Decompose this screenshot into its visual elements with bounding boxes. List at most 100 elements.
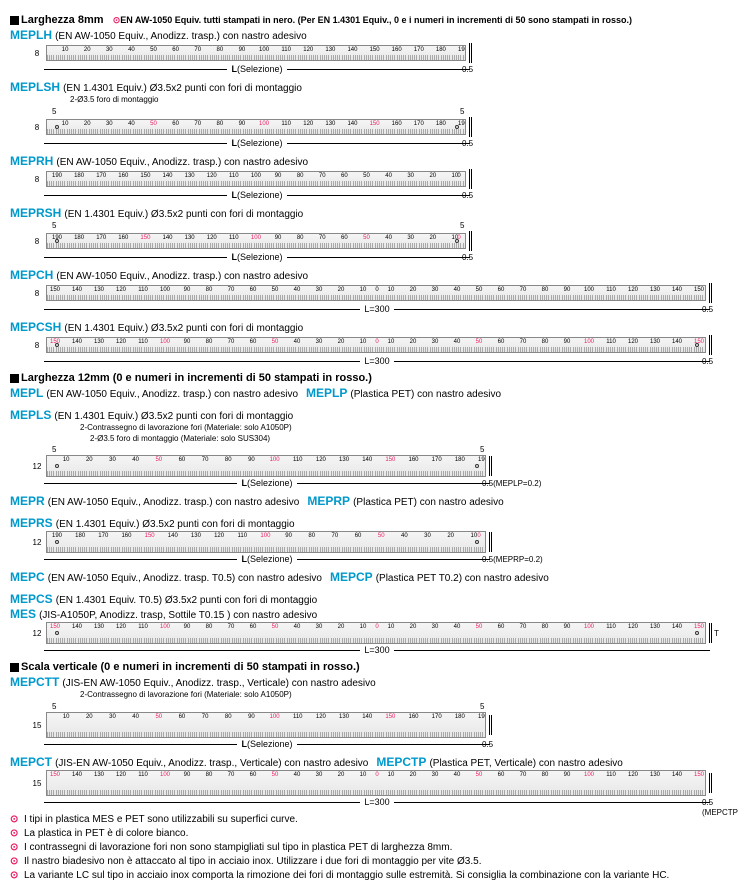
product-code: MEPLS bbox=[10, 408, 51, 422]
thickness-indicator bbox=[489, 532, 492, 552]
product-code: MEPRP bbox=[307, 494, 350, 508]
thickness-value: 0.5 bbox=[702, 357, 713, 366]
thickness-indicator bbox=[489, 456, 492, 476]
product-code: MEPCS bbox=[10, 592, 53, 606]
length-label: L=300 bbox=[360, 645, 393, 655]
product-desc: (Plastica PET, Verticale) con nastro ade… bbox=[429, 758, 622, 769]
length-label: L(Selezione) bbox=[227, 64, 286, 74]
callout-text: 2-Contrassegno di lavorazione fori (Mate… bbox=[80, 690, 292, 699]
product-desc: (Plastica PET T0.2) con nastro adesivo bbox=[376, 573, 549, 584]
thickness-value: 0.5(MEPRP=0.2) bbox=[482, 555, 543, 564]
height-dimension: 15 bbox=[30, 779, 44, 788]
product-code: MEPCP bbox=[330, 570, 373, 584]
mounting-hole bbox=[455, 125, 459, 129]
product-desc: (EN 1.4301 Equiv.) Ø3.5x2 punti con fori… bbox=[54, 411, 293, 422]
height-dimension: 12 bbox=[30, 538, 44, 547]
product-desc: (EN 1.4301 Equiv.) Ø3.5x2 punti con fori… bbox=[56, 519, 295, 530]
length-label: L(Selezione) bbox=[227, 252, 286, 262]
product-row: MEPL (EN AW-1050 Equiv., Anodizz. trasp.… bbox=[10, 386, 728, 488]
ruler-scale: 1020304050607080901001101201301401501601… bbox=[46, 712, 486, 738]
note-line: ⊙Il nastro biadesivo non è attaccato al … bbox=[10, 855, 728, 869]
product-desc: (Plastica PET) con nastro adesivo bbox=[353, 497, 504, 508]
notes-section: ⊙I tipi in plastica MES e PET sono utili… bbox=[10, 813, 728, 883]
product-code: MEPCH bbox=[10, 268, 53, 282]
product-desc: (EN 1.4301 Equiv.) Ø3.5x2 punti con fori… bbox=[64, 209, 303, 220]
product-desc: (EN AW-1050 Equiv., Anodizz. trasp.) con… bbox=[55, 31, 307, 42]
thickness-indicator bbox=[469, 117, 472, 137]
mounting-hole bbox=[695, 631, 699, 635]
thickness-value: 0.5 bbox=[462, 191, 473, 200]
product-desc: (JIS-EN AW-1050 Equiv., Anodizz. trasp.,… bbox=[62, 678, 375, 689]
height-dimension: 8 bbox=[30, 175, 44, 184]
dimension-5: 5 bbox=[460, 107, 464, 116]
product-code: MEPRH bbox=[10, 154, 53, 168]
callout-text: 2-Ø3.5 foro di montaggio (Materiale: sol… bbox=[90, 434, 270, 443]
length-label: L(Selezione) bbox=[227, 190, 286, 200]
product-desc: (EN AW-1050 Equiv., Anodizz. trasp. T0.5… bbox=[48, 573, 322, 584]
dimension-5: 5 bbox=[480, 702, 484, 711]
thickness-value: 0.5(MEPLP=0.2) bbox=[482, 479, 541, 488]
thickness-value: 0.5 bbox=[702, 798, 713, 807]
dimension-5: 5 bbox=[52, 221, 56, 230]
height-dimension: 8 bbox=[30, 341, 44, 350]
mounting-hole bbox=[55, 239, 59, 243]
length-label: L=300 bbox=[360, 356, 393, 366]
product-desc: (Plastica PET) con nastro adesivo bbox=[350, 389, 501, 400]
note-line: ⊙La variante LC sul tipo in acciaio inox… bbox=[10, 869, 728, 883]
note-line: ⊙La plastica in PET è di colore bianco. bbox=[10, 827, 728, 841]
length-label: L=300 bbox=[360, 304, 393, 314]
ruler-scale: 1501401301201101009080706050403020100102… bbox=[46, 285, 706, 301]
product-row: MEPCT (JIS-EN AW-1050 Equiv., Anodizz. t… bbox=[10, 755, 728, 807]
height-dimension: 15 bbox=[30, 721, 44, 730]
thickness-extra: (MEPCTP=0.2) bbox=[702, 808, 738, 817]
mounting-hole bbox=[55, 125, 59, 129]
product-row: MEPRH (EN AW-1050 Equiv., Anodizz. trasp… bbox=[10, 154, 728, 200]
thickness-indicator bbox=[489, 715, 492, 735]
ruler-scale: 1020304050607080901001101201301401501601… bbox=[46, 119, 466, 135]
product-code: MEPL bbox=[10, 386, 43, 400]
thickness-indicator bbox=[709, 283, 712, 303]
product-code: MEPCSH bbox=[10, 320, 61, 334]
product-row: MEPCTT (JIS-EN AW-1050 Equiv., Anodizz. … bbox=[10, 675, 728, 749]
product-row: MEPC (EN AW-1050 Equiv., Anodizz. trasp.… bbox=[10, 570, 728, 655]
mounting-hole bbox=[455, 239, 459, 243]
product-desc: (JIS-EN AW-1050 Equiv., Anodizz. trasp.,… bbox=[55, 758, 368, 769]
product-code: MES bbox=[10, 607, 36, 621]
length-label: L=300 bbox=[360, 797, 393, 807]
mounting-hole bbox=[55, 631, 59, 635]
ruler-scale: 1901801701601501401301201101009080706050… bbox=[46, 531, 486, 553]
section-header-8mm: Larghezza 8mm ⊙EN AW-1050 Equiv. tutti s… bbox=[10, 14, 728, 26]
mounting-hole bbox=[55, 343, 59, 347]
product-row: MEPLH (EN AW-1050 Equiv., Anodizz. trasp… bbox=[10, 28, 728, 74]
thickness-indicator bbox=[469, 231, 472, 251]
product-desc: (EN AW-1050 Equiv., Anodizz. trasp.) con… bbox=[56, 157, 308, 168]
thickness-indicator bbox=[709, 773, 712, 793]
length-label: L(Selezione) bbox=[227, 138, 286, 148]
product-code: MEPC bbox=[10, 570, 45, 584]
ruler-scale: 1020304050607080901001101201301401501601… bbox=[46, 455, 486, 477]
thickness-indicator bbox=[469, 169, 472, 189]
product-code: MEPRS bbox=[10, 516, 53, 530]
thickness-label: T bbox=[714, 629, 719, 638]
thickness-value: 0.5 bbox=[462, 139, 473, 148]
height-dimension: 12 bbox=[30, 462, 44, 471]
product-code: MEPLSH bbox=[10, 80, 60, 94]
thickness-indicator bbox=[469, 43, 472, 63]
height-dimension: 8 bbox=[30, 237, 44, 246]
mounting-hole bbox=[475, 464, 479, 468]
height-dimension: 8 bbox=[30, 289, 44, 298]
dimension-5: 5 bbox=[52, 107, 56, 116]
product-row: MEPRSH (EN 1.4301 Equiv.) Ø3.5x2 punti c… bbox=[10, 206, 728, 262]
mounting-hole bbox=[55, 540, 59, 544]
dimension-5: 5 bbox=[52, 445, 56, 454]
ruler-scale: 1901801701601501401301201101009080706050… bbox=[46, 233, 466, 249]
product-code: MEPLP bbox=[306, 386, 347, 400]
mounting-hole bbox=[695, 343, 699, 347]
length-label: L(Selezione) bbox=[237, 478, 296, 488]
product-desc: (EN AW-1050 Equiv., Anodizz. trasp.) con… bbox=[56, 271, 308, 282]
product-desc: (EN 1.4301 Equiv. T0.5) Ø3.5x2 punti con… bbox=[56, 595, 317, 606]
callout-text: 2-Contrassegno di lavorazione fori (Mate… bbox=[80, 423, 292, 432]
height-dimension: 8 bbox=[30, 123, 44, 132]
product-code: MEPLH bbox=[10, 28, 52, 42]
mounting-hole bbox=[475, 540, 479, 544]
